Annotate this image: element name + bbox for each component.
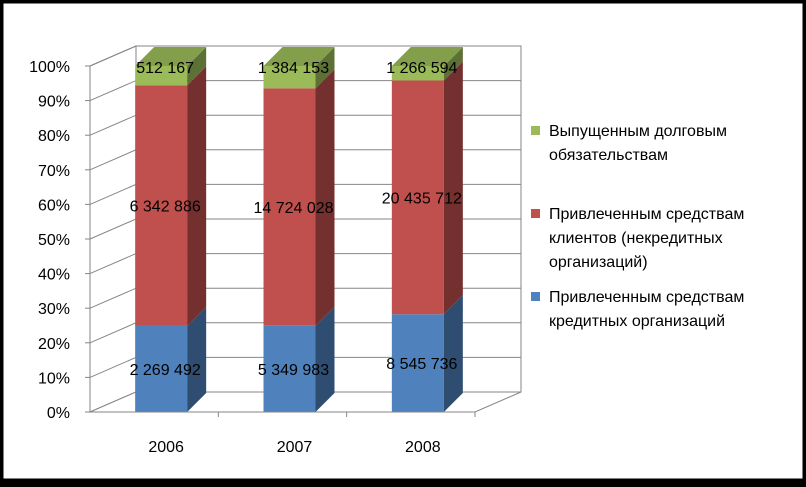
bar-front <box>135 85 188 326</box>
data-label: 8 545 736 <box>386 356 457 373</box>
bar-side <box>187 66 207 326</box>
bar-front <box>263 88 316 326</box>
bar-side <box>443 47 463 81</box>
bar-side <box>187 47 207 86</box>
bar-segment <box>391 47 463 81</box>
bar-front <box>263 66 316 89</box>
bar-front <box>391 66 444 81</box>
bar-side <box>315 306 335 412</box>
y-tick-label: 40% <box>38 267 70 284</box>
x-tick-label: 2008 <box>405 439 441 456</box>
y-tick-label: 60% <box>38 197 70 214</box>
legend-swatch <box>531 292 540 301</box>
y-axis: 0% 10% 20% 30% 40% 50% 60% 70% 80% 90% 100% <box>29 59 91 422</box>
y-tick-label: 80% <box>38 128 70 145</box>
data-label: 14 724 028 <box>253 200 333 217</box>
bar-top <box>391 47 463 66</box>
x-tick-label: 2007 <box>277 439 313 456</box>
legend-swatch <box>531 126 540 135</box>
gridline <box>89 45 521 67</box>
legend-swatch <box>531 209 540 218</box>
legend: Выпущенным долговым обязательствам Привлеч… <box>531 123 744 330</box>
x-tick-label: 2006 <box>148 439 184 456</box>
bar-side <box>443 61 463 315</box>
data-label: 5 349 983 <box>258 362 329 379</box>
bar-top <box>135 47 207 66</box>
data-label: 6 342 886 <box>130 199 201 216</box>
bar-front <box>263 325 316 412</box>
bar-side <box>315 47 335 89</box>
data-label: 1 384 153 <box>258 60 329 77</box>
bar-segment <box>263 69 335 326</box>
bar-segment <box>391 61 463 315</box>
y-tick-label: 90% <box>38 94 70 111</box>
legend-label: Выпущенным долговым <box>549 123 727 140</box>
y-tick-label: 20% <box>38 336 70 353</box>
bar-segment <box>135 306 207 412</box>
y-tick-label: 30% <box>38 301 70 318</box>
bar-front <box>391 314 444 412</box>
bar-front <box>391 80 444 315</box>
legend-label: кредитных организаций <box>549 313 725 330</box>
bar-segment <box>135 47 207 86</box>
legend-entry: Привлеченным средствам кредитных организа… <box>531 289 744 330</box>
y-tick-label: 70% <box>38 163 70 180</box>
y-tick-label: 100% <box>29 59 70 76</box>
bar-side <box>187 306 207 412</box>
data-label: 1 266 594 <box>386 60 457 77</box>
bar-segment <box>135 66 207 326</box>
bar-segment <box>263 306 335 412</box>
data-label: 512 167 <box>136 60 194 77</box>
bar-front <box>135 325 188 412</box>
legend-label: Привлеченным средствам <box>549 289 744 306</box>
y-tick-label: 0% <box>47 405 70 422</box>
legend-label: обязательствам <box>549 147 668 164</box>
legend-label: Привлеченным средствам <box>549 206 744 223</box>
bar-top <box>263 47 335 66</box>
legend-entry: Привлеченным средствам клиентов (некредит… <box>531 206 744 271</box>
y-tick-label: 10% <box>38 370 70 387</box>
data-label: 20 435 712 <box>382 190 462 207</box>
bar-segment <box>391 295 463 412</box>
bar-front <box>135 66 188 86</box>
bars: 2 269 492 6 342 886 512 167 5 349 983 14 724… <box>130 47 463 412</box>
bar-segment <box>263 47 335 89</box>
legend-entry: Выпущенным долговым обязательствам <box>531 123 727 164</box>
bar-side <box>315 69 335 326</box>
legend-label: организаций) <box>549 254 648 271</box>
data-label: 2 269 492 <box>130 362 201 379</box>
y-tick-label: 50% <box>38 232 70 249</box>
x-axis: 2006 2007 2008 <box>90 411 476 456</box>
legend-label: клиентов (некредитных <box>549 230 723 247</box>
bar-side <box>443 295 463 412</box>
